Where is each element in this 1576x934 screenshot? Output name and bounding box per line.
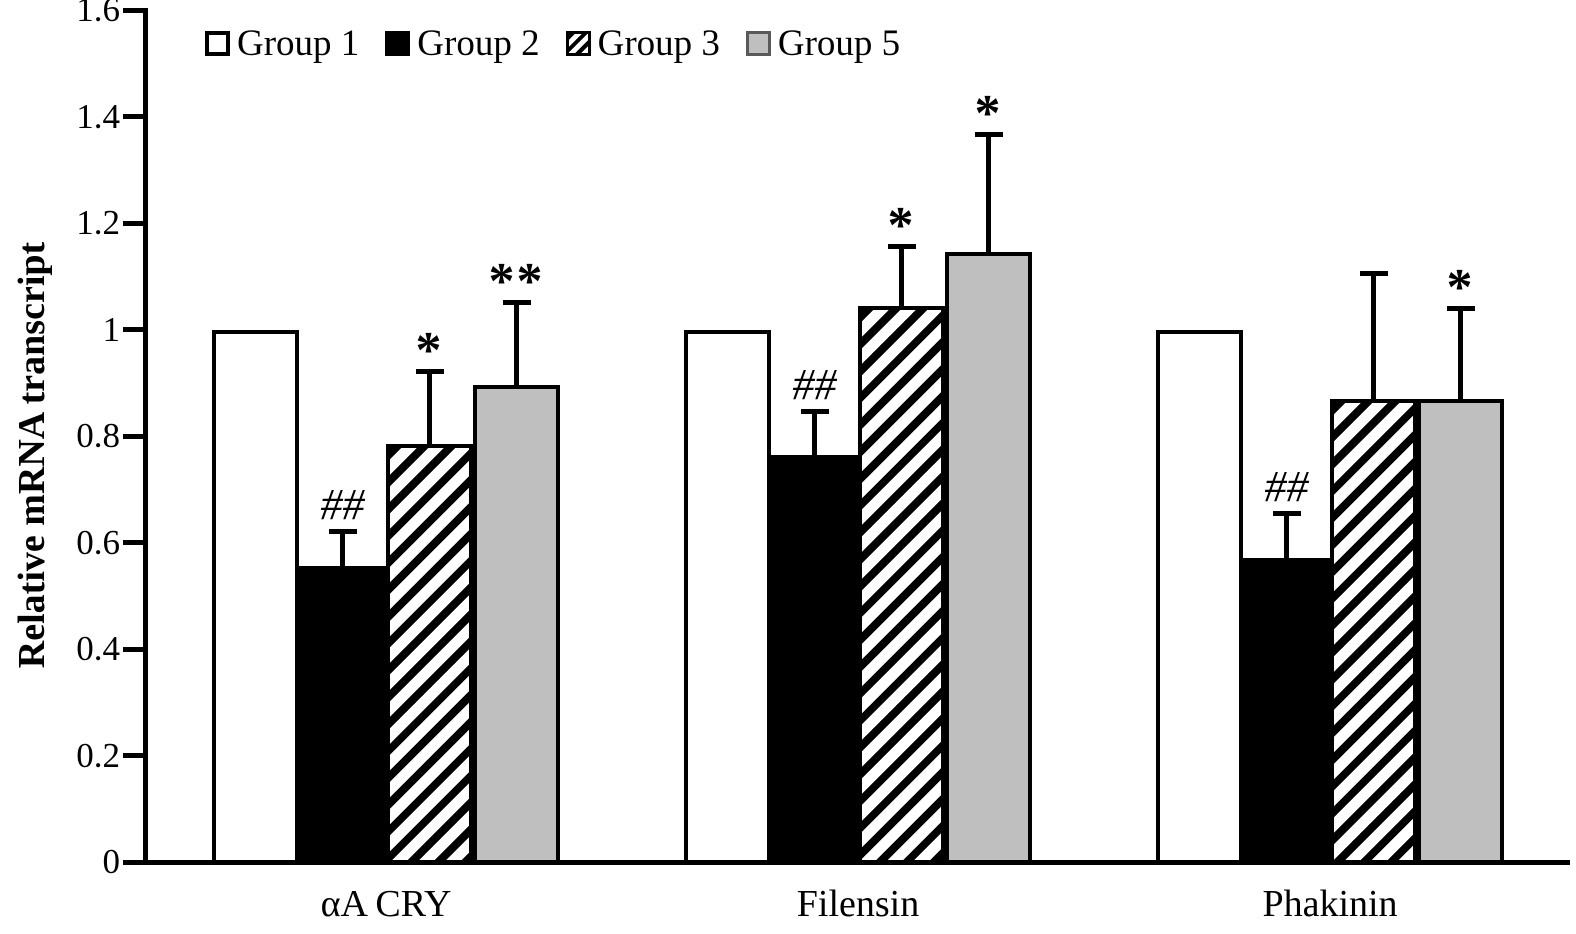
error-bar-stem (514, 300, 519, 386)
y-tick-label: 1.2 (76, 203, 120, 242)
error-bar-cap (415, 369, 444, 375)
legend: Group 1 Group 2 Group 3 Group 5 (205, 22, 900, 65)
error-bar-stem (812, 409, 817, 455)
bar-group2-3 (1243, 558, 1330, 864)
y-tick-label: 1.6 (76, 0, 120, 29)
significance-hash: ## (320, 480, 365, 530)
error-bar-stem (1458, 305, 1463, 399)
error-bar-cap (800, 409, 829, 415)
significance-asterisk: ** (488, 253, 545, 311)
bar-group2-2 (771, 454, 858, 864)
y-tick-mark (123, 646, 143, 652)
y-tick-mark (123, 433, 143, 439)
legend-swatch-hatched (565, 31, 591, 56)
legend-swatch-gray (745, 31, 771, 56)
error-bar-stem (1371, 270, 1376, 399)
bar-group1-2 (684, 329, 771, 864)
y-tick-label: 0.4 (76, 629, 120, 668)
significance-asterisk: * (974, 85, 1003, 143)
bar-group5-1 (473, 385, 560, 864)
y-tick-label: 0 (102, 842, 121, 881)
error-bar (887, 244, 916, 306)
significance-hash: ## (1264, 461, 1309, 511)
error-bar (1272, 510, 1301, 559)
y-tick-label: 0.2 (76, 735, 120, 775)
significance-asterisk: * (887, 197, 916, 255)
error-bar-stem (340, 529, 345, 567)
legend-item-group1: Group 1 (205, 22, 359, 65)
error-bar (328, 529, 357, 567)
error-bar-cap (502, 300, 531, 306)
y-tick-mark (123, 540, 143, 545)
legend-label: Group 2 (417, 23, 540, 64)
legend-swatch-white (205, 31, 230, 56)
legend-item-group2: Group 2 (385, 22, 540, 65)
y-tick-label: 0.8 (76, 416, 120, 455)
legend-swatch-black (385, 31, 411, 56)
x-category-label: Filensin (796, 883, 920, 925)
error-bar-cap (974, 132, 1003, 138)
error-bar (415, 369, 444, 444)
bar-group5-3 (1417, 398, 1504, 864)
error-bar-stem (986, 132, 991, 253)
legend-item-group5: Group 5 (745, 22, 901, 65)
bar-group1-1 (212, 329, 299, 864)
y-tick-mark (123, 7, 143, 13)
significance-hash: ## (792, 360, 837, 410)
error-bar-cap (887, 244, 916, 250)
bar-group1-3 (1156, 329, 1243, 864)
error-bar (502, 300, 531, 386)
y-tick-mark (123, 220, 143, 226)
legend-label: Group 5 (777, 23, 901, 64)
legend-label: Group 1 (237, 23, 360, 64)
y-tick-mark (123, 327, 143, 332)
bar-group2-1 (299, 566, 386, 864)
error-bar (1446, 305, 1475, 399)
legend-label: Group 3 (597, 23, 720, 64)
error-bar-cap (328, 529, 357, 535)
bar-group3-1 (386, 443, 473, 864)
y-axis-line (143, 8, 148, 865)
error-bar (1359, 270, 1388, 399)
error-bar-cap (1446, 305, 1475, 311)
error-bar-stem (427, 369, 432, 444)
legend-item-group3: Group 3 (565, 22, 720, 65)
error-bar (974, 132, 1003, 253)
x-category-label: αA CRY (320, 883, 452, 925)
bar-group5-2 (945, 252, 1032, 864)
y-tick-label: 0.6 (76, 522, 120, 562)
y-tick-mark (123, 114, 143, 119)
error-bar-cap (1359, 270, 1388, 276)
significance-asterisk: * (1446, 258, 1475, 316)
significance-asterisk: * (415, 322, 444, 380)
error-bar-stem (899, 244, 904, 306)
error-bar (800, 409, 829, 455)
error-bar-stem (1284, 510, 1289, 559)
bar-group3-3 (1330, 398, 1417, 864)
y-tick-mark (123, 859, 143, 865)
x-category-label: Phakinin (1262, 883, 1398, 925)
error-bar-cap (1272, 510, 1301, 516)
y-tick-mark (123, 753, 143, 758)
y-tick-label: 1 (102, 309, 121, 349)
y-tick-label: 1.4 (76, 96, 120, 136)
bar-group3-2 (858, 305, 945, 864)
